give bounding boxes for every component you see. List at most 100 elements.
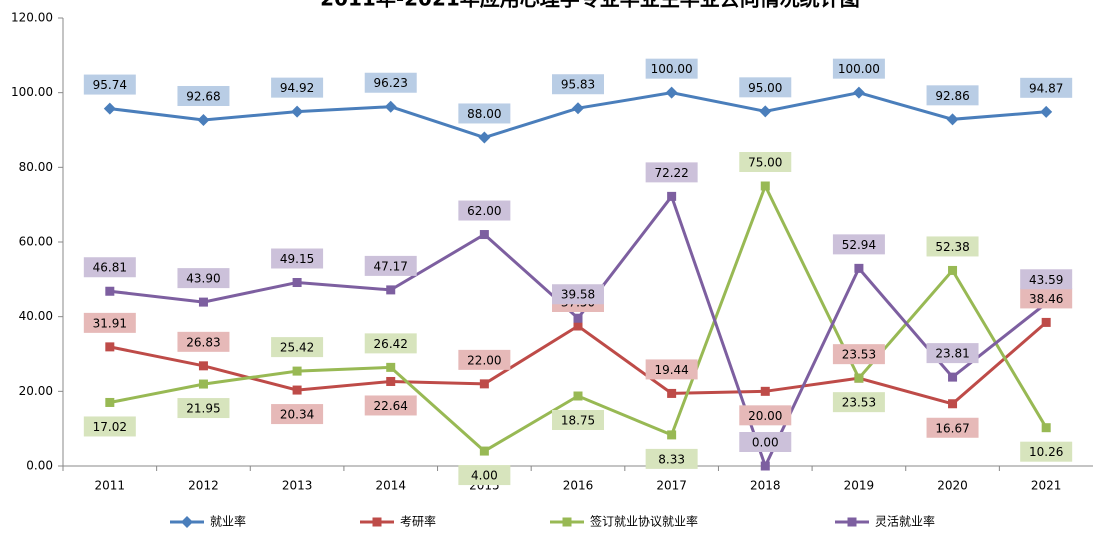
- data-label-box: [83, 257, 136, 278]
- data-label: 23.53: [832, 392, 885, 413]
- marker: [759, 105, 772, 118]
- data-label: 19.44: [645, 359, 698, 380]
- data-label-box: [739, 432, 792, 452]
- data-label-text: 19.44: [654, 363, 688, 377]
- data-label: 95.74: [83, 74, 136, 95]
- data-label: 92.68: [177, 85, 230, 106]
- data-label-text: 8.33: [658, 452, 685, 466]
- data-label-box: [364, 255, 417, 276]
- marker: [197, 113, 210, 126]
- data-label-box: [364, 72, 417, 93]
- data-label-box: [832, 392, 885, 413]
- marker: [292, 278, 302, 288]
- data-label-text: 43.90: [186, 272, 220, 286]
- marker: [760, 386, 770, 396]
- marker: [667, 388, 677, 398]
- data-label: 49.15: [271, 248, 324, 269]
- data-label-text: 62.00: [467, 204, 501, 218]
- data-label: 94.92: [271, 77, 324, 98]
- data-label-box: [271, 248, 324, 269]
- data-label-text: 38.46: [1029, 292, 1063, 306]
- data-label: 52.94: [832, 234, 885, 255]
- marker: [573, 321, 583, 331]
- data-label-box: [271, 337, 324, 358]
- data-label-text: 72.22: [654, 166, 688, 180]
- data-label-text: 52.94: [842, 238, 876, 252]
- data-label: 94.87: [1020, 77, 1073, 98]
- data-label-text: 0.00: [752, 436, 779, 450]
- marker: [948, 399, 958, 409]
- data-label: 43.59: [1020, 269, 1073, 290]
- data-label-text: 18.75: [561, 414, 595, 428]
- data-label: 100.00: [645, 58, 698, 79]
- data-label-box: [364, 333, 417, 354]
- data-label-box: [926, 343, 979, 364]
- data-label: 46.81: [83, 257, 136, 278]
- marker: [1040, 105, 1053, 118]
- marker: [573, 313, 583, 323]
- data-label: 18.75: [552, 410, 604, 430]
- data-label: 96.23: [364, 72, 417, 93]
- marker: [198, 361, 208, 371]
- x-tick-label: 2014: [375, 479, 406, 493]
- marker: [760, 461, 770, 471]
- marker: [1041, 317, 1051, 327]
- data-label: 16.67: [926, 417, 979, 438]
- data-label-text: 16.67: [935, 421, 969, 435]
- data-label-box: [926, 236, 979, 257]
- data-label-box: [832, 58, 885, 79]
- marker: [386, 285, 396, 295]
- series-line: [109, 91, 1047, 140]
- marker: [384, 100, 397, 113]
- marker: [572, 102, 584, 115]
- data-label-box: [926, 417, 979, 438]
- data-label: 22.64: [364, 395, 417, 416]
- data-label: 92.86: [926, 85, 979, 106]
- data-label-text: 95.83: [561, 78, 595, 92]
- data-label-text: 100.00: [651, 62, 693, 76]
- data-label-text: 92.86: [935, 89, 969, 103]
- legend-marker: [847, 517, 857, 527]
- data-label: 8.33: [645, 448, 698, 469]
- data-label-box: [458, 349, 511, 370]
- data-label-text: 26.83: [186, 335, 220, 349]
- marker: [291, 105, 304, 118]
- y-tick-label: 40.00: [19, 309, 53, 323]
- data-label-box: [83, 416, 136, 437]
- data-label-box: [645, 359, 698, 380]
- data-label-box: [458, 465, 511, 486]
- chart-title: 2011年-2021年应用心理学专业毕业生毕业去向情况统计图: [320, 0, 860, 11]
- legend-label: 灵活就业率: [875, 514, 935, 529]
- marker: [386, 362, 396, 372]
- marker: [479, 446, 489, 456]
- marker: [479, 379, 489, 389]
- data-label-box: [1020, 288, 1073, 309]
- data-label-box: [177, 331, 230, 352]
- data-label-box: [926, 85, 979, 106]
- x-tick-label: 2012: [188, 479, 219, 493]
- legend-marker: [181, 516, 193, 528]
- data-label-box: [739, 405, 792, 426]
- data-label-box: [739, 152, 792, 172]
- marker: [105, 397, 115, 407]
- data-label-text: 20.00: [748, 409, 782, 423]
- data-label: 10.26: [1020, 441, 1073, 462]
- data-label-text: 46.81: [93, 261, 127, 275]
- data-label: 88.00: [458, 103, 511, 124]
- data-label-box: [552, 284, 604, 305]
- marker: [667, 430, 677, 440]
- data-label: 26.83: [177, 331, 230, 352]
- marker: [105, 342, 115, 352]
- data-label: 95.83: [552, 74, 604, 95]
- data-label-text: 23.53: [842, 348, 876, 362]
- data-label-text: 21.95: [186, 402, 220, 416]
- data-label: 21.95: [177, 398, 230, 419]
- marker: [854, 263, 864, 273]
- data-label: 0.00: [739, 432, 792, 452]
- data-label-box: [832, 344, 885, 365]
- data-label-box: [1020, 77, 1073, 98]
- y-tick-label: 60.00: [19, 235, 53, 249]
- y-tick-label: 20.00: [19, 384, 53, 398]
- legend-label: 考研率: [400, 514, 436, 529]
